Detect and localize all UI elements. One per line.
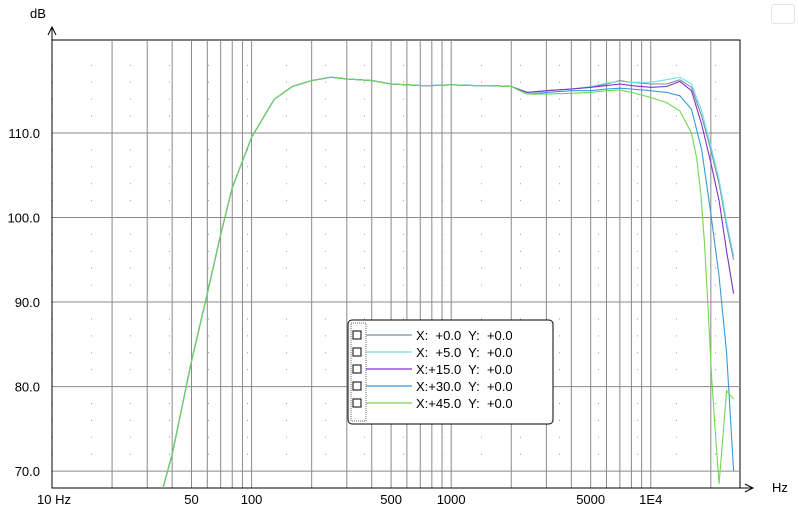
legend-item: X:+15.0 Y: +0.0: [352, 362, 513, 377]
legend-focus-box: [350, 322, 367, 422]
series-line-4: [162, 76, 735, 488]
legend-box: [347, 319, 554, 425]
y-tick-label: 80.0: [15, 380, 40, 395]
y-axis-unit: dB: [30, 6, 46, 21]
legend-item: X: +5.0 Y: +0.0: [352, 345, 513, 360]
legend-item: X:+45.0 Y: +0.0: [352, 396, 513, 411]
x-tick-label: 50: [184, 492, 198, 507]
window-corner-control[interactable]: [771, 4, 795, 24]
x-tick-label: 500: [380, 492, 402, 507]
legend-item: X: +0.0 Y: +0.0: [352, 328, 513, 343]
x-axis-unit: Hz: [772, 480, 788, 495]
legend-label: X:+30.0 Y: +0.0: [416, 379, 513, 394]
legend-checkbox: [352, 364, 362, 374]
x-tick-label: 5000: [576, 492, 605, 507]
x-axis-arrow: [744, 483, 755, 493]
legend: X: +0.0 Y: +0.0 X: +5.0 Y: +0.0 X:+15.0 Y:…: [347, 319, 554, 425]
series-group: [162, 76, 735, 488]
legend-label: X:+15.0 Y: +0.0: [416, 362, 513, 377]
y-tick-label: 70.0: [15, 464, 40, 479]
y-axis-arrow: [47, 25, 57, 36]
legend-checkbox: [352, 347, 362, 357]
x-tick-label: 1E4: [639, 492, 662, 507]
y-tick-label: 110.0: [8, 126, 40, 141]
x-tick-label: 100: [241, 492, 263, 507]
legend-label: X: +0.0 Y: +0.0: [416, 328, 513, 343]
legend-label: X:+45.0 Y: +0.0: [416, 396, 513, 411]
x-tick-label: 10 Hz: [37, 492, 71, 507]
legend-item: X:+30.0 Y: +0.0: [352, 379, 513, 394]
legend-label: X: +5.0 Y: +0.0: [416, 345, 513, 360]
grid: [52, 40, 740, 488]
y-tick-label: 100.0: [7, 211, 40, 226]
legend-checkbox: [352, 330, 362, 340]
legend-checkbox: [352, 398, 362, 408]
y-tick-label: 90.0: [15, 295, 40, 310]
x-tick-label: 1000: [437, 492, 466, 507]
legend-checkbox: [352, 381, 362, 391]
